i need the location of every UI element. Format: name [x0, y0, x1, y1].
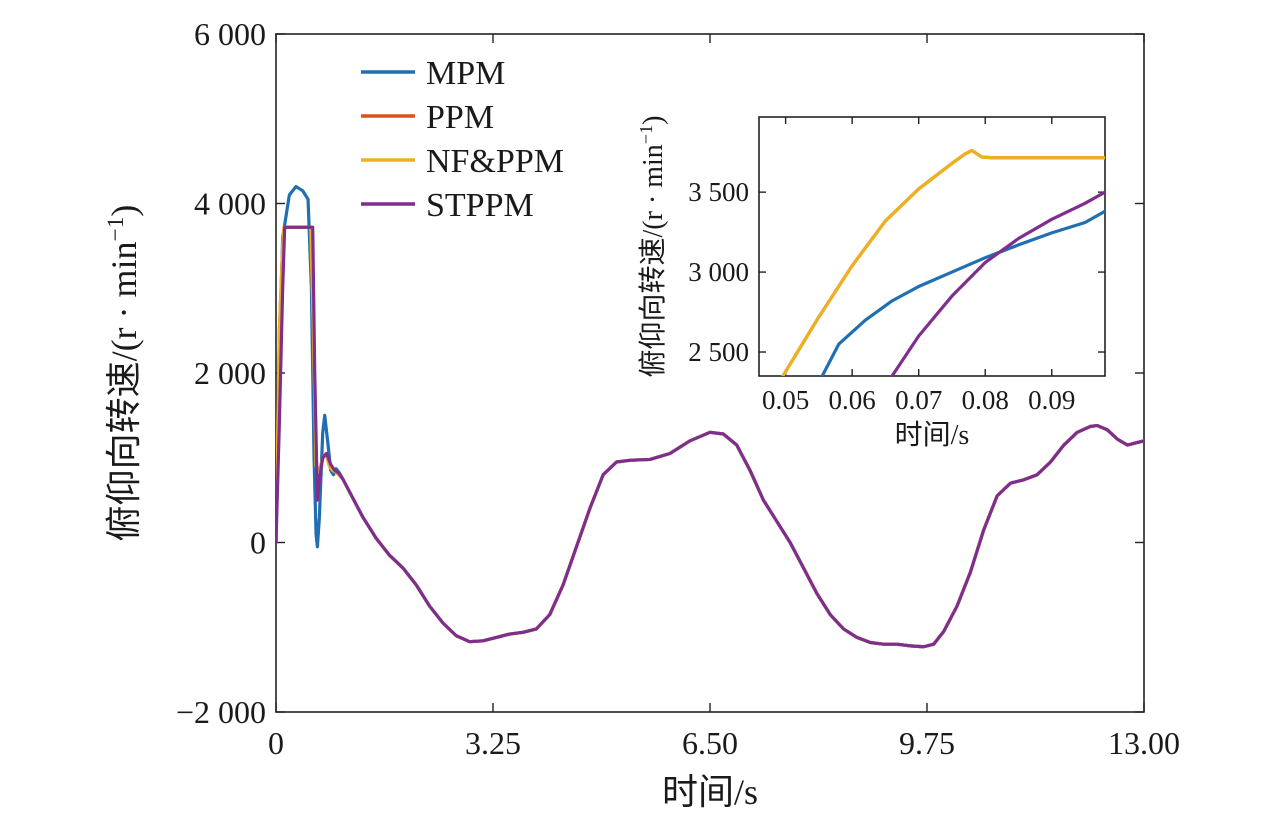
- legend-label: NF&PPM: [426, 143, 564, 180]
- inset-y-axis-title: 俯仰向转速/(r · min−1): [636, 116, 669, 378]
- inset-series-line-stppm: [890, 190, 1105, 376]
- inset-plot: 0.05 0.06 0.07 0.08 0.09 2 500 3 000 3 500 时间/s 俯…: [636, 116, 1106, 451]
- legend-label: STPPM: [426, 187, 534, 224]
- inset-x-axis-title: 时间/s: [895, 419, 970, 451]
- main-x-tick-label: 0: [268, 725, 284, 761]
- main-plot-frame: [275, 33, 1145, 713]
- inset-plot-frame: [758, 116, 1106, 377]
- inset-series-group: [781, 148, 1105, 376]
- main-series-line-nf-ppm: [276, 225, 1144, 649]
- main-series-line-mpm: [276, 184, 1144, 649]
- inset-y-tick-label: 2 500: [688, 337, 749, 367]
- main-y-axis-title: 俯仰向转速/(r · min−1): [103, 205, 144, 542]
- main-y-tick-label: 0: [250, 525, 266, 561]
- inset-y-tick-label: 3 500: [688, 177, 749, 207]
- inset-x-tick-label: 0.07: [895, 385, 942, 415]
- main-series-group: [276, 184, 1144, 649]
- inset-series-line-nf-ppm: [781, 148, 1105, 376]
- inset-series-line-ppm: [781, 148, 1105, 376]
- main-y-tick-label: 6 000: [194, 16, 266, 52]
- inset-x-tick-label: 0.08: [962, 385, 1009, 415]
- legend-label: PPM: [426, 99, 494, 136]
- main-x-tick-label: 6.50: [682, 725, 738, 761]
- inset-y-tick-label: 3 000: [688, 257, 749, 287]
- inset-series-line-mpm: [820, 209, 1105, 376]
- inset-x-tick-label: 0.05: [762, 385, 809, 415]
- legend: MPM PPM NF&PPM STPPM: [361, 55, 564, 224]
- main-series-line-ppm: [276, 225, 1144, 649]
- main-x-axis-title: 时间/s: [662, 772, 758, 812]
- main-y-tick-label: −2 000: [176, 694, 266, 730]
- main-x-tick-label: 3.25: [465, 725, 521, 761]
- legend-label: MPM: [426, 55, 505, 92]
- main-x-tick-label: 9.75: [899, 725, 955, 761]
- main-y-tick-label: 4 000: [194, 186, 266, 222]
- inset-x-tick-label: 0.06: [829, 385, 876, 415]
- inset-x-tick-label: 0.09: [1028, 385, 1075, 415]
- main-y-tick-label: 2 000: [194, 355, 266, 391]
- main-series-line-stppm: [276, 225, 1144, 649]
- main-x-tick-label: 13.00: [1108, 725, 1180, 761]
